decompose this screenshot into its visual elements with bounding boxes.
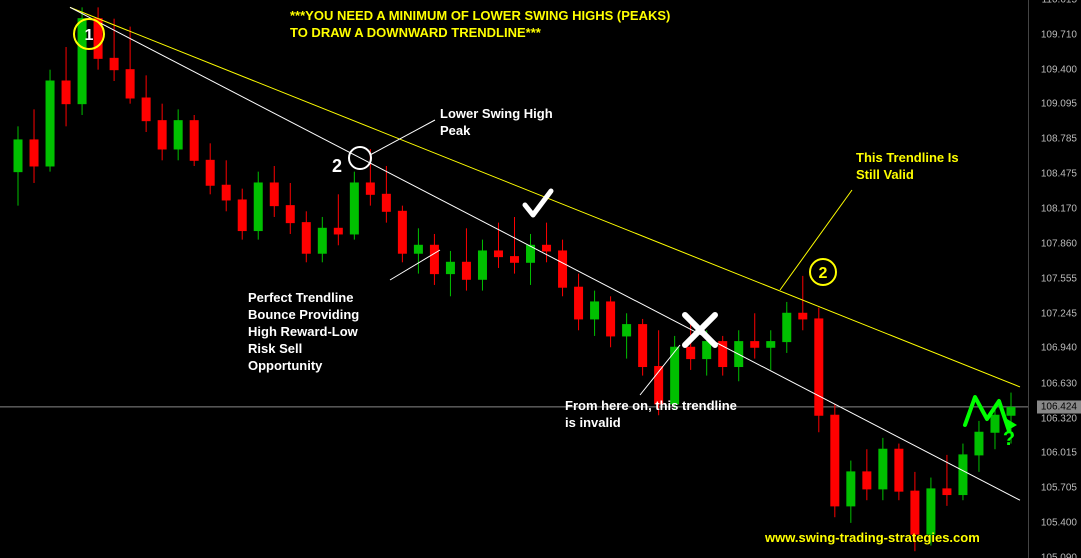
price-tick: 108.785 <box>1041 134 1077 145</box>
annotation-valid_trend: This Trendline IsStill Valid <box>856 150 959 184</box>
svg-text:2: 2 <box>819 265 828 282</box>
price-tick: 105.090 <box>1041 553 1077 558</box>
chart-container: 1 2 2? 110.015 109.710 109.400 109.095 108.785… <box>0 0 1081 558</box>
annotation-title: ***YOU NEED A MINIMUM OF LOWER SWING HIG… <box>290 8 670 42</box>
current-price-label: 106.424 <box>1037 400 1081 413</box>
price-tick: 109.400 <box>1041 64 1077 75</box>
price-tick: 109.710 <box>1041 29 1077 40</box>
price-tick: 106.940 <box>1041 343 1077 354</box>
price-tick: 106.630 <box>1041 378 1077 389</box>
price-tick: 108.170 <box>1041 204 1077 215</box>
annotation-lower_swing: Lower Swing HighPeak <box>440 106 553 140</box>
price-tick: 107.860 <box>1041 239 1077 250</box>
price-tick: 105.400 <box>1041 517 1077 528</box>
price-tick: 110.015 <box>1042 0 1077 6</box>
price-axis: 110.015 109.710 109.400 109.095 108.785 108.4… <box>1028 0 1081 558</box>
annotation-invalid: From here on, this trendlineis invalid <box>565 398 737 432</box>
annotation-perfect_bounce: Perfect TrendlineBounce ProvidingHigh Re… <box>248 290 359 374</box>
price-tick: 106.320 <box>1041 413 1077 424</box>
svg-text:1: 1 <box>85 27 94 44</box>
price-tick: 106.015 <box>1041 448 1077 459</box>
price-tick: 108.475 <box>1041 169 1077 180</box>
price-tick: 109.095 <box>1041 99 1077 110</box>
candlestick-chart: 1 2 2? <box>0 0 1081 558</box>
svg-text:2: 2 <box>332 156 342 176</box>
price-tick: 107.555 <box>1041 273 1077 284</box>
svg-text:?: ? <box>1003 428 1015 450</box>
price-tick: 105.705 <box>1041 483 1077 494</box>
annotation-website: www.swing-trading-strategies.com <box>765 530 980 547</box>
price-tick: 107.245 <box>1041 308 1077 319</box>
